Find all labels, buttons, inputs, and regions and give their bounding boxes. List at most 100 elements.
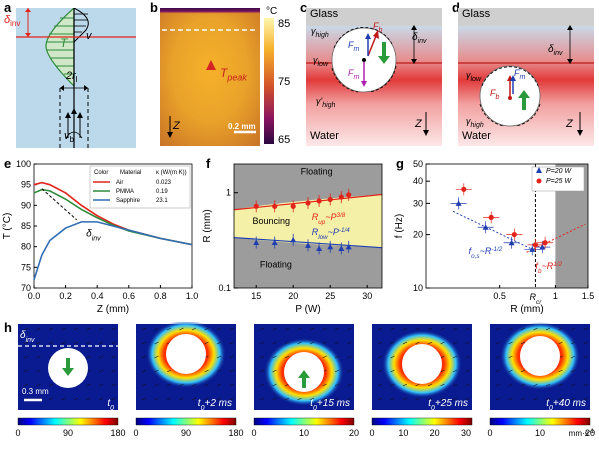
panel-g-legend-swatch-20w bbox=[536, 167, 542, 173]
panel-h-arrow bbox=[23, 369, 29, 373]
panel-h-arrow bbox=[465, 369, 470, 373]
panel-h-arrow bbox=[377, 341, 383, 345]
panel-h-arrow bbox=[415, 397, 420, 401]
panel-h-arrow bbox=[141, 355, 147, 359]
panel-h-arrow bbox=[111, 383, 116, 387]
panel-f-bouncing: Bouncing bbox=[253, 216, 291, 226]
panel-b-unit: °C bbox=[266, 6, 278, 17]
panel-h-arrow bbox=[309, 341, 315, 345]
panel-h-arrow bbox=[23, 355, 29, 359]
panel-h-arrow bbox=[402, 383, 408, 387]
panel-h-arrow bbox=[570, 341, 576, 345]
panel-h-arrow bbox=[86, 341, 91, 345]
panel-h-arrow bbox=[23, 383, 29, 387]
panel-c-fm: Fm bbox=[348, 40, 360, 53]
panel-e-guide bbox=[41, 188, 77, 221]
panel-f-point-rup bbox=[327, 196, 333, 203]
panel-h-arrow bbox=[111, 397, 116, 401]
panel-h-arrow bbox=[154, 383, 159, 387]
panel-g-point-20w bbox=[508, 239, 515, 246]
panel-h-cbar-tick: 10 bbox=[299, 428, 309, 438]
panel-f-point-rlow bbox=[290, 236, 297, 243]
panel-h-arrow bbox=[347, 383, 352, 387]
panel-h-arrow bbox=[347, 341, 352, 345]
panel-h-arrow bbox=[154, 341, 159, 345]
panel-h-cbar-tick: 20 bbox=[349, 428, 359, 438]
panel-h-arrow bbox=[533, 327, 538, 331]
panel-f-point-rup bbox=[305, 200, 311, 206]
panel-h-arrow bbox=[98, 341, 104, 345]
panel-f-rup: Rup~P3/8 bbox=[312, 211, 346, 225]
panel-h-arrow bbox=[36, 369, 41, 373]
panel-d-glow: γlow bbox=[466, 70, 482, 83]
panel-h-arrow-down bbox=[62, 358, 74, 376]
panel-h-arrow bbox=[402, 327, 408, 331]
panel-e-ytick-label: 80 bbox=[21, 242, 31, 252]
panel-h-cbar-tick: 180 bbox=[228, 428, 243, 438]
panel-h-arrow bbox=[533, 397, 538, 401]
panel-c-label: c bbox=[300, 0, 308, 15]
panel-h-arrow bbox=[427, 327, 433, 331]
panel-f-point-rlow bbox=[271, 239, 278, 246]
panel-h-arrow bbox=[259, 327, 265, 331]
panel-e-legend-material: Sapphire bbox=[116, 198, 141, 204]
panel-h-arrow bbox=[272, 369, 277, 373]
panel-h-arrow bbox=[558, 369, 563, 373]
panel-f-point-rup bbox=[338, 194, 344, 200]
panel-h-arrow bbox=[272, 383, 277, 387]
panel-h-arrow bbox=[272, 341, 277, 345]
panel-h-dinv: δinv bbox=[20, 330, 35, 344]
panel-h-arrow bbox=[452, 369, 458, 373]
panel-h-arrow bbox=[334, 341, 340, 345]
panel-g-ytick-label: 30 bbox=[413, 198, 423, 208]
panel-g-fb: fb~R1/2 bbox=[535, 260, 562, 274]
panel-h-arrow bbox=[216, 327, 222, 331]
panel-h-arrow bbox=[98, 383, 104, 387]
panel-g-point-25w bbox=[542, 240, 548, 246]
panel-h-arrow bbox=[154, 327, 159, 331]
panel-h-cbar-tick: 90 bbox=[63, 428, 73, 438]
panel-h-arrow bbox=[297, 341, 302, 345]
panel-h-arrow bbox=[570, 369, 576, 373]
panel-g-fb-fit bbox=[526, 223, 586, 253]
panel-h-arrow bbox=[229, 369, 234, 373]
panel-f-point-rlow bbox=[345, 243, 352, 250]
panel-d-dinv: δinv bbox=[548, 44, 563, 57]
panel-h-arrow-up bbox=[298, 370, 310, 388]
panel-h-arrow bbox=[61, 341, 66, 345]
panel-h-arrow bbox=[390, 383, 395, 387]
panel-g-ytick-label: 10 bbox=[413, 283, 423, 293]
panel-h-arrow bbox=[495, 383, 501, 387]
panel-f-bouncing-region bbox=[234, 194, 382, 248]
panel-h-arrow bbox=[204, 397, 209, 401]
panel-h-arrow bbox=[322, 327, 327, 331]
panel-h-arrow bbox=[229, 327, 234, 331]
panel-d-glass: Glass bbox=[462, 8, 491, 20]
panel-h-arrow bbox=[390, 341, 395, 345]
panel-h-cbar-tick: 0 bbox=[251, 428, 256, 438]
panel-h-arrow bbox=[508, 369, 513, 373]
panel-b-scale: 0.2 mm bbox=[228, 122, 256, 131]
panel-h-arrow bbox=[216, 355, 222, 359]
panel-h-arrow bbox=[204, 341, 209, 345]
panel-h-arrow bbox=[583, 341, 588, 345]
panel-g-xlabel: R (mm) bbox=[510, 304, 543, 315]
panel-h-arrow bbox=[390, 355, 395, 359]
panel-h-arrow bbox=[495, 355, 501, 359]
panel-h-arrow bbox=[533, 383, 538, 387]
panel-d-water: Water bbox=[462, 130, 491, 142]
panel-b-tick-85: 85 bbox=[278, 18, 291, 30]
panel-e-ytick-label: 75 bbox=[21, 262, 31, 272]
panel-h-arrow bbox=[377, 355, 383, 359]
panel-g-rcr: Rcr bbox=[530, 292, 543, 306]
panel-h-arrow bbox=[73, 341, 79, 345]
panel-h-arrow bbox=[204, 383, 209, 387]
panel-h-cbar-tick: 30 bbox=[461, 428, 471, 438]
panel-g-ytick-label: 20 bbox=[413, 230, 423, 240]
panel-d-fb: Fb bbox=[490, 88, 500, 101]
panel-h-arrow bbox=[322, 355, 327, 359]
panel-h-arrow bbox=[583, 383, 588, 387]
panel-h-cbar-tick: 0 bbox=[133, 428, 138, 438]
panel-a-r: 2rl bbox=[66, 70, 78, 85]
panel-c-dinv: δinv bbox=[412, 32, 427, 45]
